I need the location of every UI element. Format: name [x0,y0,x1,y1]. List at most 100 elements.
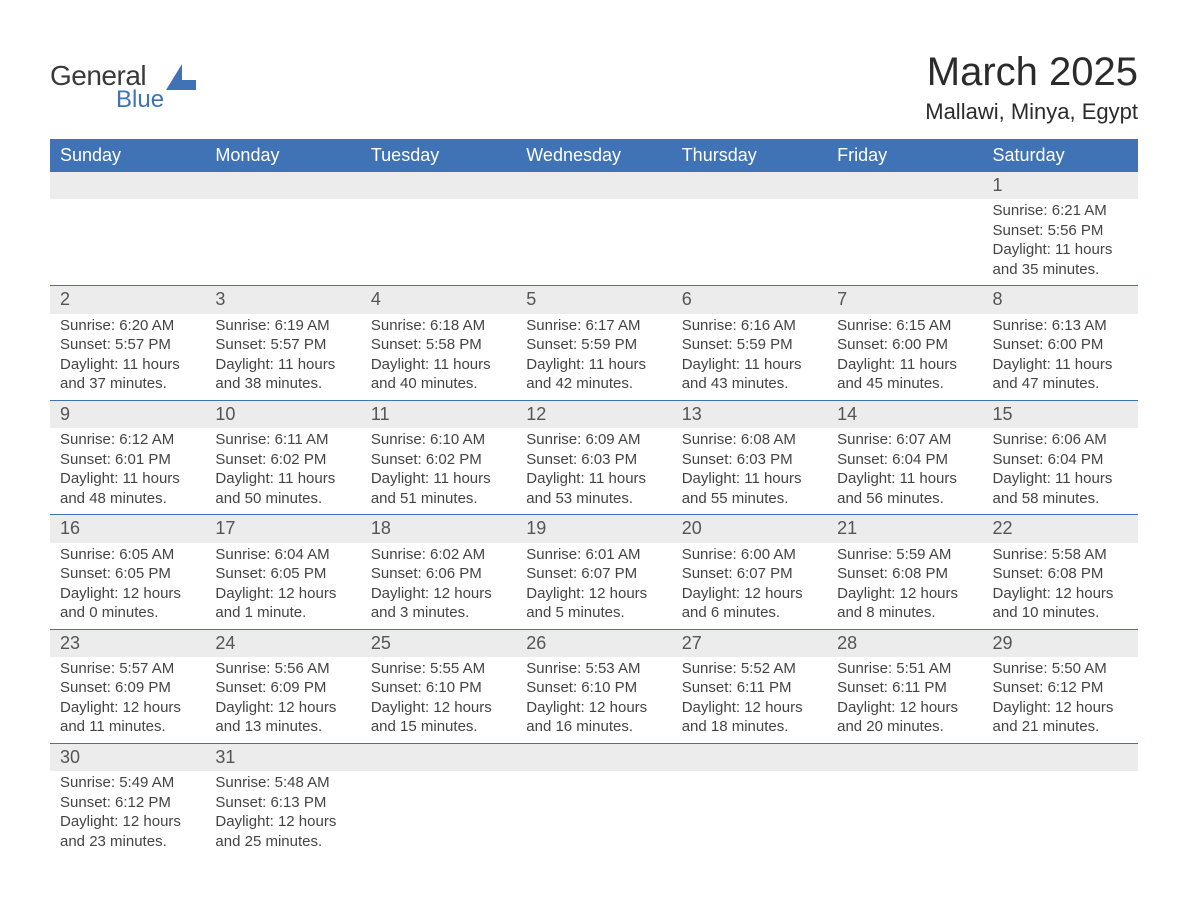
daylight-text-1: Daylight: 12 hours [682,584,819,604]
day-info-cell: Sunrise: 6:19 AMSunset: 5:57 PMDaylight:… [205,314,360,401]
logo: General Blue [50,62,196,112]
daylight-text-1: Daylight: 11 hours [60,469,197,489]
day-info-cell [516,199,671,286]
day-info-cell: Sunrise: 6:15 AMSunset: 6:00 PMDaylight:… [827,314,982,401]
header: General Blue March 2025 Mallawi, Minya, … [50,50,1138,125]
day-number-cell: 23 [50,629,205,657]
daylight-text-2: and 21 minutes. [993,717,1130,737]
sunset-text: Sunset: 5:58 PM [371,335,508,355]
weekday-header: Friday [827,139,982,172]
calendar-table: Sunday Monday Tuesday Wednesday Thursday… [50,139,1138,857]
daylight-text-2: and 10 minutes. [993,603,1130,623]
daylight-text-1: Daylight: 11 hours [526,355,663,375]
sunrise-text: Sunrise: 5:56 AM [215,659,352,679]
day-info-cell [983,771,1138,857]
day-number-cell: 15 [983,400,1138,428]
day-info-row: Sunrise: 6:12 AMSunset: 6:01 PMDaylight:… [50,428,1138,515]
sunset-text: Sunset: 6:02 PM [371,450,508,470]
day-info-cell: Sunrise: 6:09 AMSunset: 6:03 PMDaylight:… [516,428,671,515]
daylight-text-1: Daylight: 11 hours [60,355,197,375]
sunrise-text: Sunrise: 6:09 AM [526,430,663,450]
day-info-cell [827,199,982,286]
day-info-cell: Sunrise: 6:04 AMSunset: 6:05 PMDaylight:… [205,543,360,630]
sunset-text: Sunset: 6:05 PM [215,564,352,584]
daylight-text-2: and 23 minutes. [60,832,197,852]
day-info-cell: Sunrise: 5:48 AMSunset: 6:13 PMDaylight:… [205,771,360,857]
sunrise-text: Sunrise: 6:13 AM [993,316,1130,336]
day-number-cell [516,172,671,199]
sunset-text: Sunset: 6:07 PM [682,564,819,584]
daylight-text-2: and 6 minutes. [682,603,819,623]
sunset-text: Sunset: 6:02 PM [215,450,352,470]
sunrise-text: Sunrise: 6:07 AM [837,430,974,450]
day-info-cell [827,771,982,857]
day-number-cell: 26 [516,629,671,657]
daylight-text-2: and 48 minutes. [60,489,197,509]
daylight-text-1: Daylight: 11 hours [371,469,508,489]
day-number-cell: 22 [983,515,1138,543]
sunrise-text: Sunrise: 6:00 AM [682,545,819,565]
day-number-cell: 6 [672,286,827,314]
sunrise-text: Sunrise: 5:55 AM [371,659,508,679]
day-number-cell: 4 [361,286,516,314]
weekday-header-row: Sunday Monday Tuesday Wednesday Thursday… [50,139,1138,172]
day-number-cell [672,172,827,199]
daylight-text-2: and 55 minutes. [682,489,819,509]
day-number-cell: 9 [50,400,205,428]
daylight-text-1: Daylight: 12 hours [993,584,1130,604]
sunset-text: Sunset: 6:01 PM [60,450,197,470]
day-info-cell: Sunrise: 5:56 AMSunset: 6:09 PMDaylight:… [205,657,360,744]
daylight-text-2: and 45 minutes. [837,374,974,394]
day-number-row: 16171819202122 [50,515,1138,543]
sunset-text: Sunset: 6:13 PM [215,793,352,813]
day-number-cell: 19 [516,515,671,543]
day-number-cell: 5 [516,286,671,314]
day-number-cell [361,743,516,771]
day-number-cell: 14 [827,400,982,428]
day-info-cell [50,199,205,286]
day-number-cell: 28 [827,629,982,657]
sunrise-text: Sunrise: 6:10 AM [371,430,508,450]
sunrise-text: Sunrise: 6:21 AM [993,201,1130,221]
sunrise-text: Sunrise: 5:50 AM [993,659,1130,679]
day-info-cell: Sunrise: 5:57 AMSunset: 6:09 PMDaylight:… [50,657,205,744]
daylight-text-1: Daylight: 12 hours [60,584,197,604]
daylight-text-2: and 43 minutes. [682,374,819,394]
daylight-text-1: Daylight: 11 hours [993,355,1130,375]
daylight-text-1: Daylight: 11 hours [215,469,352,489]
day-number-cell: 30 [50,743,205,771]
day-info-cell [672,771,827,857]
sunrise-text: Sunrise: 6:05 AM [60,545,197,565]
day-number-cell: 29 [983,629,1138,657]
sunset-text: Sunset: 6:08 PM [837,564,974,584]
day-number-cell: 25 [361,629,516,657]
title-block: March 2025 Mallawi, Minya, Egypt [925,50,1138,125]
day-info-cell: Sunrise: 6:20 AMSunset: 5:57 PMDaylight:… [50,314,205,401]
day-number-cell: 17 [205,515,360,543]
day-info-cell: Sunrise: 6:07 AMSunset: 6:04 PMDaylight:… [827,428,982,515]
daylight-text-2: and 15 minutes. [371,717,508,737]
day-number-cell [50,172,205,199]
daylight-text-1: Daylight: 12 hours [682,698,819,718]
day-number-cell: 20 [672,515,827,543]
day-number-cell: 2 [50,286,205,314]
day-info-cell [672,199,827,286]
sunrise-text: Sunrise: 6:19 AM [215,316,352,336]
day-info-cell: Sunrise: 6:06 AMSunset: 6:04 PMDaylight:… [983,428,1138,515]
daylight-text-1: Daylight: 11 hours [682,469,819,489]
sunrise-text: Sunrise: 5:59 AM [837,545,974,565]
day-number-cell [827,743,982,771]
daylight-text-2: and 1 minute. [215,603,352,623]
sunset-text: Sunset: 6:08 PM [993,564,1130,584]
daylight-text-1: Daylight: 11 hours [993,469,1130,489]
day-info-cell: Sunrise: 6:00 AMSunset: 6:07 PMDaylight:… [672,543,827,630]
sunset-text: Sunset: 6:09 PM [60,678,197,698]
sunrise-text: Sunrise: 5:48 AM [215,773,352,793]
sunset-text: Sunset: 6:07 PM [526,564,663,584]
sunrise-text: Sunrise: 5:53 AM [526,659,663,679]
day-number-cell: 31 [205,743,360,771]
daylight-text-2: and 35 minutes. [993,260,1130,280]
day-number-cell: 10 [205,400,360,428]
sunrise-text: Sunrise: 6:12 AM [60,430,197,450]
day-info-cell: Sunrise: 6:02 AMSunset: 6:06 PMDaylight:… [361,543,516,630]
